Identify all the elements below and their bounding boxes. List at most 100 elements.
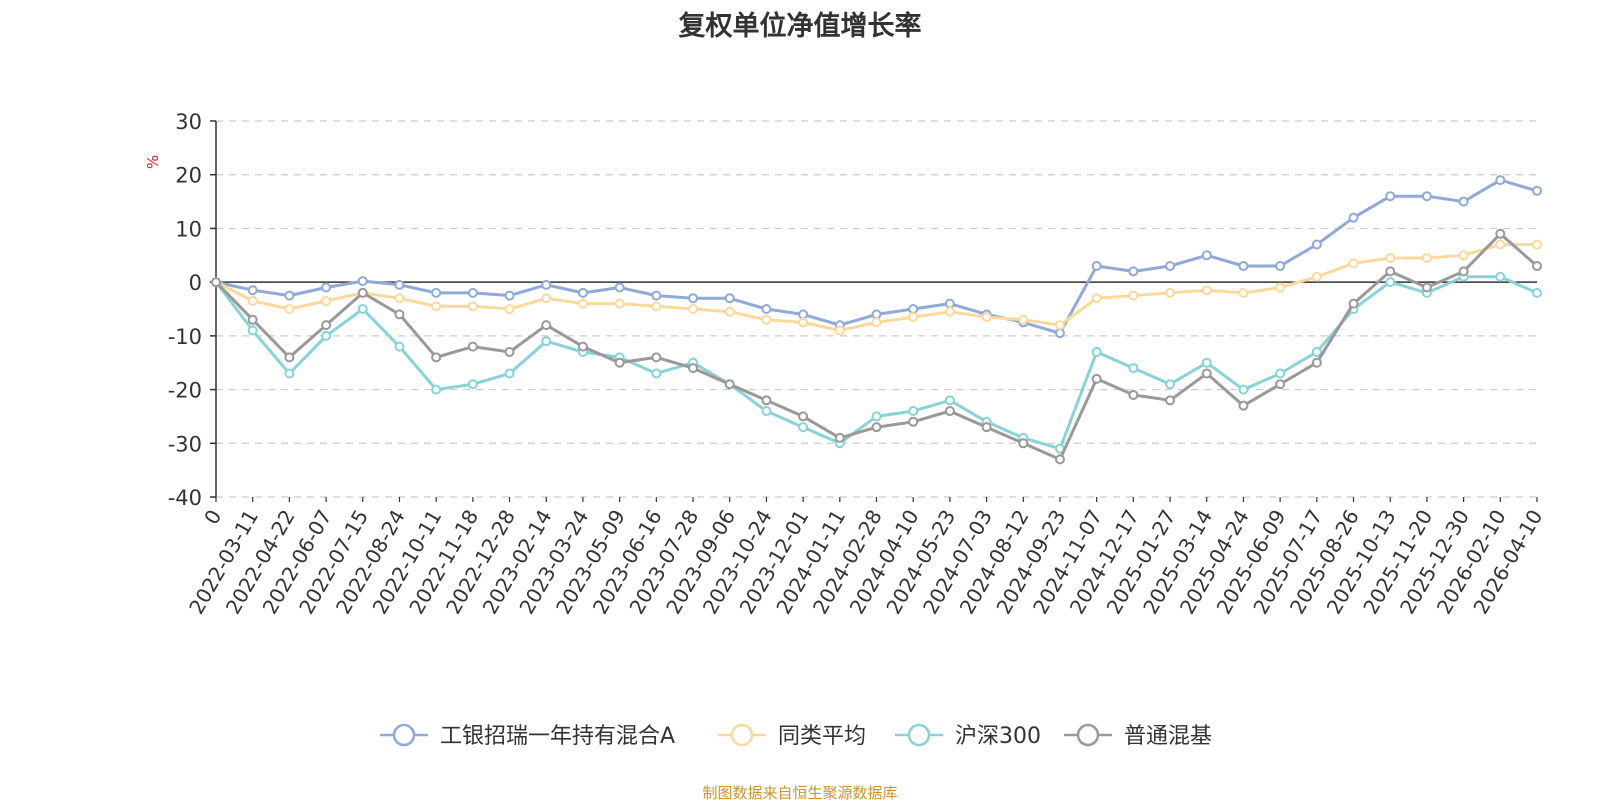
data-point: [908, 304, 919, 314]
data-point: [614, 282, 625, 293]
legend-label: 同类平均: [778, 724, 866, 749]
data-point: [504, 290, 515, 301]
data-point: [1532, 185, 1542, 196]
data-point: [321, 330, 332, 341]
data-point: [247, 285, 258, 296]
data-point: [284, 290, 295, 301]
y-tick-label: 20: [175, 164, 202, 188]
chart-title: 复权单位净值增长率: [678, 11, 922, 42]
data-point: [798, 317, 809, 328]
legend-label: 沪深300: [955, 724, 1041, 749]
data-point: [1495, 228, 1506, 239]
data-point: [908, 312, 919, 323]
data-point: [798, 422, 809, 433]
data-point: [467, 301, 478, 312]
data-point: [321, 320, 332, 331]
data-point: [1348, 212, 1359, 223]
data-point: [541, 320, 552, 331]
data-point: [1128, 389, 1139, 400]
line-chart: 3020100-10-20-30-40%02022-03-112022-04-2…: [144, 110, 1547, 749]
data-point: [1311, 357, 1322, 368]
data-point: [467, 379, 478, 390]
data-point: [871, 309, 882, 320]
data-point: [1165, 261, 1176, 272]
data-point: [357, 287, 368, 298]
data-point: [651, 368, 662, 379]
data-point: [1495, 175, 1506, 186]
grid-layer: [216, 120, 1537, 498]
data-point: [394, 279, 405, 290]
data-point: [1165, 395, 1176, 406]
data-point: [651, 352, 662, 363]
data-point: [1238, 384, 1249, 395]
data-point: [1201, 285, 1212, 296]
data-point: [1275, 282, 1286, 293]
data-point: [541, 293, 552, 304]
y-tick-label: -20: [168, 379, 202, 403]
data-point: [1091, 293, 1102, 304]
data-point: [614, 357, 625, 368]
data-point: [1421, 282, 1432, 293]
legend-label: 普通混基: [1124, 724, 1212, 749]
x-tick-label: 0: [199, 506, 226, 529]
data-point: [1311, 346, 1322, 357]
data-point: [1458, 196, 1469, 207]
data-point: [394, 309, 405, 320]
data-point: [761, 406, 772, 417]
data-point: [1421, 252, 1432, 263]
data-point: [871, 422, 882, 433]
data-point: [504, 304, 515, 314]
data-point: [981, 312, 992, 323]
data-point: [1458, 266, 1469, 277]
legend-marker: [907, 723, 931, 747]
data-point: [1311, 271, 1322, 282]
data-point: [798, 411, 809, 422]
data-point: [761, 314, 772, 325]
data-point: [724, 293, 735, 304]
data-point: [614, 298, 625, 309]
data-point: [1091, 261, 1102, 272]
data-point: [688, 293, 699, 304]
data-point: [1311, 239, 1322, 250]
data-point: [1348, 298, 1359, 309]
data-point: [651, 301, 662, 312]
data-point: [688, 363, 699, 374]
legend-marker: [1076, 723, 1100, 747]
data-point: [1201, 368, 1212, 379]
data-point: [761, 395, 772, 406]
data-point: [1128, 363, 1139, 374]
data-point: [871, 317, 882, 328]
data-point: [1275, 261, 1286, 272]
data-point: [321, 295, 332, 306]
data-point: [1385, 277, 1396, 288]
data-point: [577, 287, 588, 298]
data-point: [577, 298, 588, 309]
y-tick-label: -30: [168, 432, 202, 456]
data-point: [357, 304, 368, 314]
data-point: [1275, 379, 1286, 390]
data-point: [1385, 191, 1396, 202]
data-point: [1238, 261, 1249, 272]
data-point: [321, 282, 332, 293]
legend-marker: [392, 723, 416, 747]
data-point: [1054, 320, 1065, 331]
data-point: [284, 368, 295, 379]
data-point: [1532, 239, 1542, 250]
data-point: [541, 336, 552, 347]
data-point: [1091, 346, 1102, 357]
data-point: [247, 325, 258, 336]
y-tick-label: -10: [168, 325, 202, 349]
data-point: [944, 406, 955, 417]
data-point: [1238, 287, 1249, 298]
data-point: [541, 279, 552, 290]
data-point: [394, 293, 405, 304]
data-point: [1495, 271, 1506, 282]
data-point: [651, 290, 662, 301]
y-axis-unit: %: [144, 155, 162, 169]
data-point: [431, 301, 442, 312]
legend-marker: [730, 723, 754, 747]
data-point: [1385, 252, 1396, 263]
data-point: [798, 309, 809, 320]
data-point: [284, 304, 295, 314]
data-point: [1238, 400, 1249, 411]
